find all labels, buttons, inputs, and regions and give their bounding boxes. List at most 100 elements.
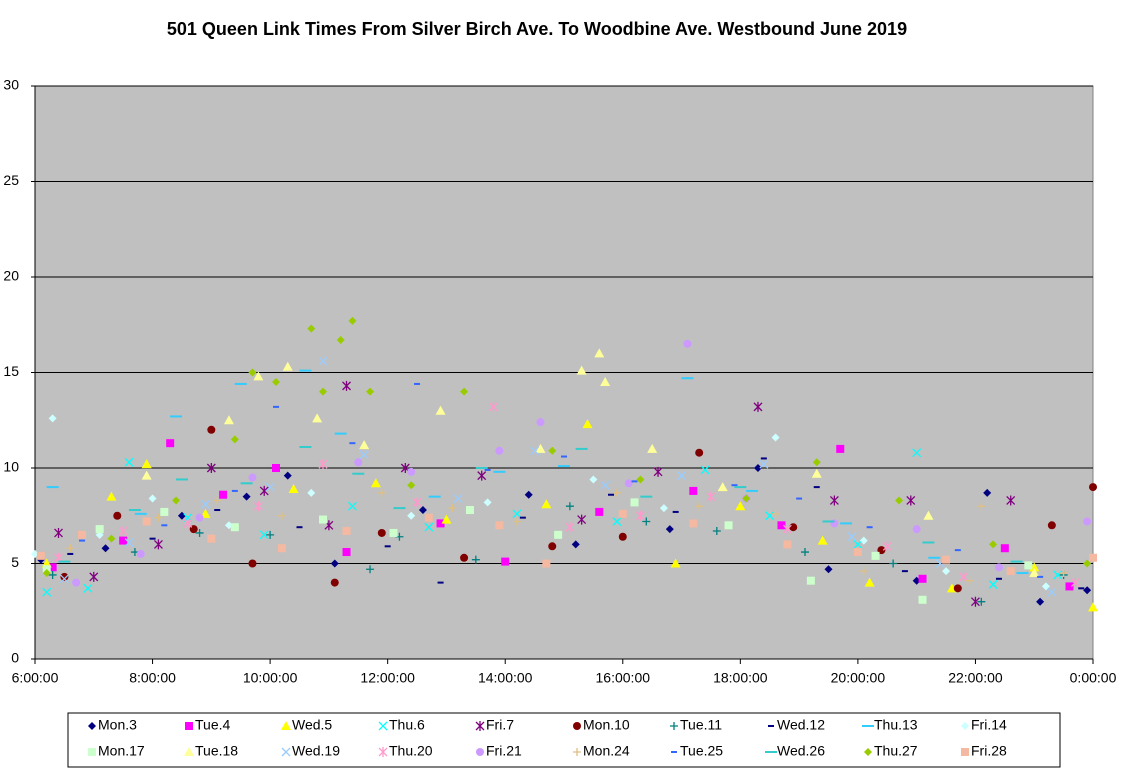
point	[142, 517, 151, 526]
point	[407, 481, 416, 490]
point	[689, 486, 698, 495]
point	[89, 571, 99, 582]
point	[195, 528, 204, 537]
point	[36, 551, 45, 560]
point	[248, 473, 257, 482]
point	[735, 501, 746, 511]
point	[942, 555, 951, 564]
point	[354, 458, 363, 467]
point	[242, 492, 251, 501]
point	[223, 415, 234, 425]
point	[695, 448, 704, 457]
point	[706, 491, 716, 502]
x-tick-label: 14:00:00	[478, 670, 533, 686]
point	[435, 405, 446, 415]
x-tick-label: 18:00:00	[713, 670, 768, 686]
point	[230, 523, 239, 532]
point	[307, 324, 316, 333]
point	[185, 722, 193, 730]
point	[336, 336, 345, 345]
point	[565, 502, 574, 511]
point	[624, 479, 633, 488]
point	[407, 467, 416, 476]
legend-label: Wed.5	[292, 717, 332, 733]
point	[101, 544, 110, 553]
legend-label: Wed.12	[777, 717, 825, 733]
x-tick-label: 12:00:00	[360, 670, 415, 686]
point	[412, 497, 422, 508]
point	[665, 525, 674, 534]
point	[961, 722, 969, 730]
point	[124, 538, 134, 547]
point	[359, 450, 369, 460]
point	[330, 559, 339, 568]
point	[206, 463, 216, 473]
point	[859, 567, 868, 576]
point	[418, 506, 427, 515]
point	[918, 574, 927, 583]
point	[618, 532, 627, 541]
point	[448, 504, 457, 513]
x-tick-label: 16:00:00	[596, 670, 651, 686]
y-tick-label: 5	[11, 554, 19, 570]
point	[783, 540, 792, 549]
point	[829, 495, 839, 506]
point	[642, 517, 651, 526]
point	[281, 721, 291, 730]
y-tick-label: 20	[3, 268, 19, 284]
point	[370, 478, 381, 488]
point	[853, 548, 862, 557]
point	[836, 444, 845, 453]
point	[460, 553, 469, 562]
point	[1088, 602, 1098, 612]
point	[348, 316, 357, 325]
point	[630, 498, 639, 507]
point	[573, 748, 581, 756]
point	[989, 540, 998, 549]
point	[42, 587, 52, 597]
x-tick-label: 0:00:00	[1070, 670, 1117, 686]
point	[548, 446, 557, 455]
point	[670, 722, 678, 730]
point	[806, 576, 815, 585]
point	[753, 464, 762, 472]
point	[183, 518, 193, 529]
point	[136, 549, 145, 558]
point	[912, 448, 922, 458]
point	[113, 511, 122, 520]
point	[347, 501, 357, 511]
point	[307, 488, 316, 497]
point	[918, 595, 927, 604]
legend-label: Thu.27	[874, 743, 918, 759]
legend-label: Mon.3	[98, 717, 137, 733]
x-tick-label: 6:00:00	[12, 670, 59, 686]
point	[253, 501, 263, 512]
point	[266, 530, 275, 539]
x-tick-label: 22:00:00	[948, 670, 1003, 686]
point	[535, 443, 546, 453]
point	[647, 443, 658, 453]
point	[172, 496, 181, 505]
point	[366, 387, 375, 396]
point	[771, 509, 780, 518]
point	[1006, 495, 1016, 506]
chart-title: 501 Queen Link Times From Silver Birch A…	[167, 19, 907, 39]
point	[1036, 597, 1045, 606]
point	[342, 548, 351, 557]
point	[319, 515, 328, 524]
point	[207, 534, 216, 543]
point	[912, 525, 921, 534]
point	[554, 530, 563, 539]
point	[512, 517, 521, 526]
point	[288, 484, 299, 494]
point	[864, 748, 872, 756]
point	[141, 459, 152, 469]
point	[1083, 517, 1092, 526]
y-tick-label: 25	[3, 172, 19, 188]
point	[589, 475, 598, 484]
point	[636, 475, 645, 484]
point	[789, 523, 798, 532]
legend-label: Mon.24	[583, 743, 630, 759]
point	[441, 514, 452, 524]
